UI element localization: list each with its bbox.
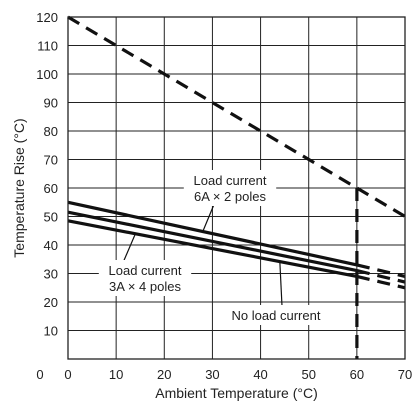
y-tick-label: 20 bbox=[44, 295, 58, 310]
origin-tick-label: 0 bbox=[36, 367, 43, 382]
annotation-label: 3A × 4 poles bbox=[109, 279, 181, 294]
x-tick-label: 60 bbox=[350, 367, 364, 382]
y-tick-label: 50 bbox=[44, 210, 58, 225]
y-tick-label: 100 bbox=[36, 67, 58, 82]
annotation-label: 6A × 2 poles bbox=[194, 189, 266, 204]
annotation-leader bbox=[279, 261, 283, 307]
y-tick-label: 10 bbox=[44, 324, 58, 339]
annotation-background bbox=[219, 305, 333, 325]
annotation-background bbox=[98, 260, 192, 296]
series-line-2 bbox=[67, 219, 358, 278]
series-line-3 bbox=[67, 15, 406, 218]
y-tick-label: 110 bbox=[37, 39, 58, 54]
series-extension-0 bbox=[356, 263, 406, 278]
annotation-leader bbox=[121, 233, 136, 266]
annotation-label: Load current bbox=[194, 173, 267, 188]
series-line-0 bbox=[67, 200, 358, 267]
x-tick-label: 50 bbox=[301, 367, 315, 382]
y-axis-title: Temperature Rise (°C) bbox=[11, 118, 27, 257]
annotation-label: Load current bbox=[109, 263, 182, 278]
y-tick-label: 40 bbox=[44, 238, 58, 253]
series-line-1 bbox=[67, 210, 358, 273]
x-tick-label: 30 bbox=[205, 367, 219, 382]
x-tick-label: 20 bbox=[157, 367, 171, 382]
series-extension-1 bbox=[356, 269, 406, 284]
annotation-background bbox=[183, 170, 277, 206]
y-tick-label: 30 bbox=[44, 267, 58, 282]
x-tick-label: 70 bbox=[398, 367, 412, 382]
y-tick-label: 90 bbox=[44, 96, 58, 111]
x-axis-title: Ambient Temperature (°C) bbox=[155, 385, 318, 401]
y-tick-label: 70 bbox=[44, 153, 58, 168]
y-tick-label: 80 bbox=[44, 124, 58, 139]
series-extension-2 bbox=[356, 274, 406, 290]
plot-frame bbox=[67, 16, 406, 360]
annotation-label: No load current bbox=[232, 308, 321, 323]
series-layer bbox=[67, 15, 406, 359]
y-tick-label: 120 bbox=[36, 10, 58, 25]
x-tick-label: 40 bbox=[253, 367, 267, 382]
x-tick-label: 0 bbox=[64, 367, 71, 382]
y-tick-label: 60 bbox=[44, 181, 58, 196]
annotation: No load current bbox=[219, 305, 333, 325]
x-tick-label: 10 bbox=[109, 367, 123, 382]
tick-labels: 0 10 20 30 40 50 60 70 10 20 30 40 50 60 70 80 90 100 110 1… bbox=[36, 10, 412, 382]
